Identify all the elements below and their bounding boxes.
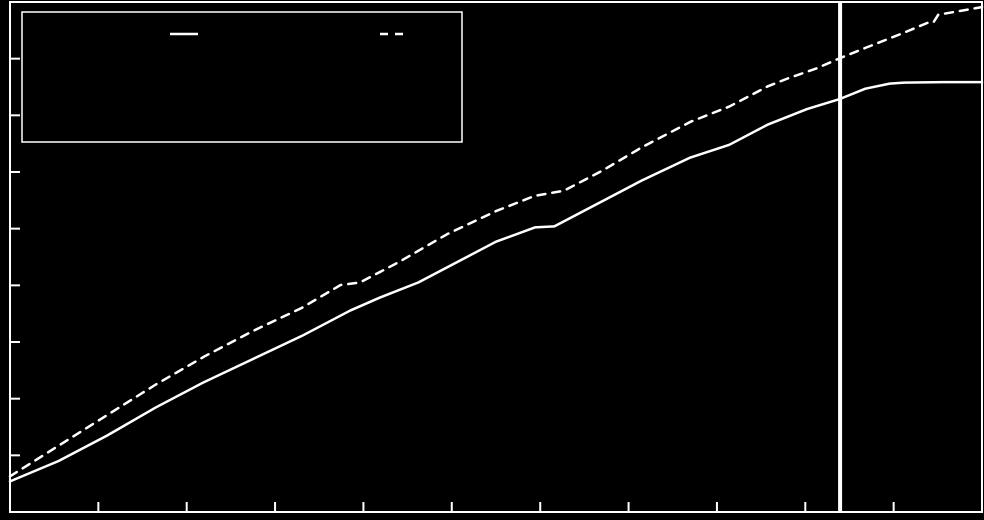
line-chart bbox=[0, 0, 984, 520]
chart-background bbox=[0, 0, 984, 520]
